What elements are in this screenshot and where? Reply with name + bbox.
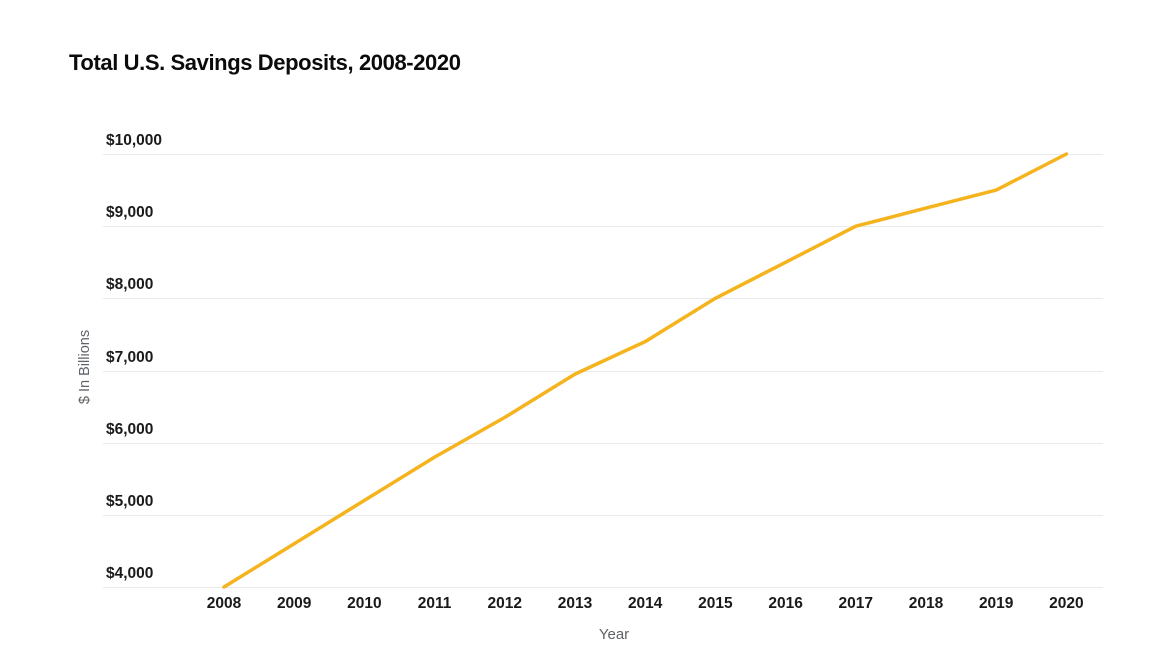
gridline bbox=[103, 514, 1103, 516]
gridline bbox=[103, 587, 1103, 588]
y-tick-label: $4,000 bbox=[106, 565, 154, 582]
gridline bbox=[103, 154, 1103, 155]
gridline bbox=[103, 226, 1103, 228]
x-tick-label: 2009 bbox=[276, 595, 312, 612]
y-tick-label: $9,000 bbox=[106, 204, 154, 222]
x-tick-label: 2018 bbox=[908, 595, 944, 612]
x-tick-label: 2013 bbox=[557, 595, 593, 612]
x-tick-label: 2015 bbox=[698, 595, 733, 612]
x-tick-label: 2012 bbox=[487, 595, 523, 612]
y-tick-label: $6,000 bbox=[106, 420, 154, 438]
x-tick-label: 2010 bbox=[347, 595, 382, 612]
y-tick-label: $10,000 bbox=[106, 132, 163, 149]
x-tick-label: 2008 bbox=[206, 595, 242, 612]
x-tick-label: 2020 bbox=[1049, 595, 1084, 612]
gridline bbox=[103, 298, 1103, 300]
y-tick-label: $7,000 bbox=[106, 348, 154, 366]
y-tick-label: $8,000 bbox=[106, 276, 154, 294]
y-tick-label: $5,000 bbox=[106, 492, 154, 510]
x-tick-label: 2017 bbox=[838, 595, 874, 612]
x-tick-label: 2016 bbox=[768, 595, 803, 612]
x-axis-title: Year bbox=[598, 626, 630, 643]
chart-title: Total U.S. Savings Deposits, 2008-2020 bbox=[69, 50, 461, 75]
gridline bbox=[103, 442, 1103, 444]
x-tick-label: 2019 bbox=[978, 595, 1014, 612]
x-tick-label: 2014 bbox=[627, 595, 663, 612]
y-axis-title: $ In Billions bbox=[77, 329, 93, 405]
x-tick-label: 2011 bbox=[417, 595, 452, 612]
gridline bbox=[103, 370, 1103, 372]
